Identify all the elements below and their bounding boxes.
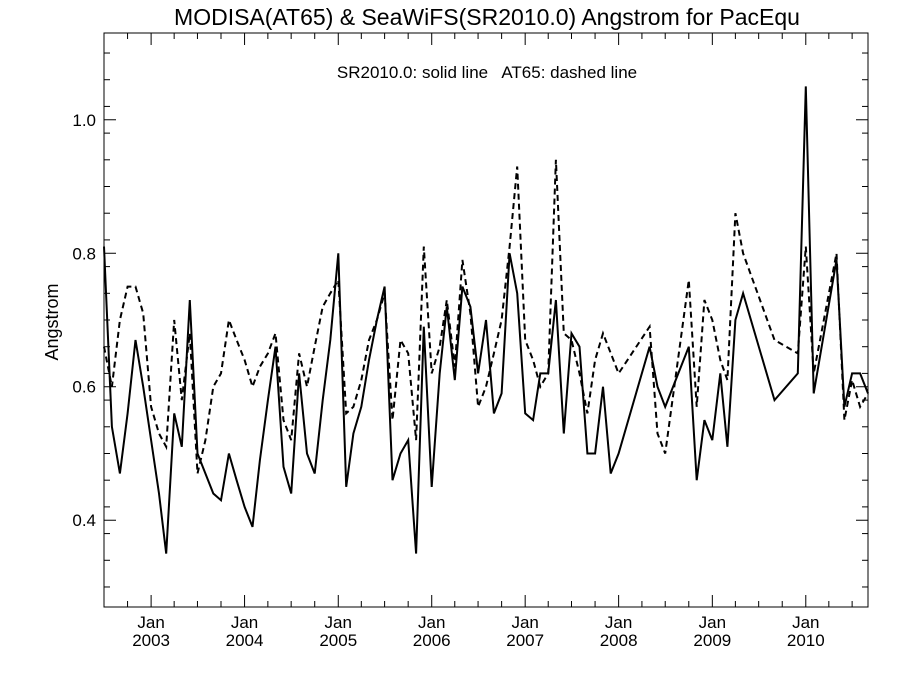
chart-title: MODISA(AT65) & SeaWiFS(SR2010.0) Angstro… — [174, 4, 800, 30]
x-tick-label-month: Jan — [325, 613, 352, 632]
axis-ticks: Jan2003Jan2004Jan2005Jan2006Jan2007Jan20… — [72, 33, 868, 650]
y-tick-label: 0.8 — [72, 244, 96, 263]
x-tick-label-month: Jan — [699, 613, 726, 632]
x-tick-label-month: Jan — [605, 613, 632, 632]
series-layer — [103, 86, 869, 554]
x-tick-label-year: 2007 — [506, 631, 544, 650]
x-tick-label-year: 2004 — [226, 631, 264, 650]
y-tick-label: 1.0 — [72, 111, 96, 130]
x-tick-label-year: 2009 — [693, 631, 731, 650]
x-tick-label-month: Jan — [792, 613, 819, 632]
x-tick-label-year: 2005 — [319, 631, 357, 650]
series-line-dashed — [103, 159, 869, 474]
y-axis-label: Angstrom — [42, 283, 62, 360]
x-tick-label-month: Jan — [511, 613, 538, 632]
x-tick-label-month: Jan — [418, 613, 445, 632]
y-tick-label: 0.4 — [72, 511, 96, 530]
x-tick-label-year: 2008 — [600, 631, 638, 650]
y-tick-label: 0.6 — [72, 378, 96, 397]
x-tick-label-year: 2006 — [413, 631, 451, 650]
line-style-annotation: SR2010.0: solid line AT65: dashed line — [337, 63, 637, 82]
x-tick-label-year: 2003 — [132, 631, 170, 650]
x-tick-label-year: 2010 — [787, 631, 825, 650]
x-tick-label-month: Jan — [137, 613, 164, 632]
x-tick-label-month: Jan — [231, 613, 258, 632]
series-line-solid — [103, 86, 869, 554]
